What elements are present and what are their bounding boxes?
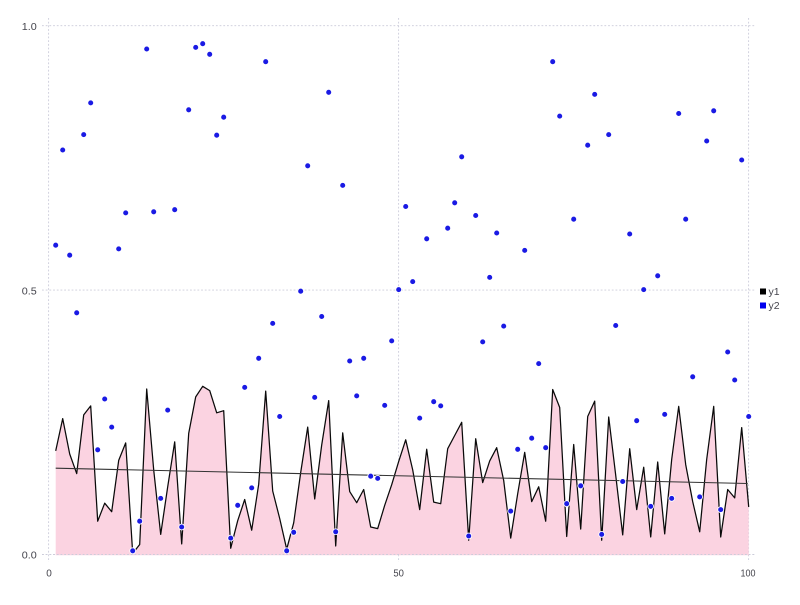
svg-text:0.5: 0.5 — [22, 286, 37, 297]
svg-text:0.0: 0.0 — [22, 551, 37, 562]
svg-text:1.0: 1.0 — [22, 22, 37, 33]
svg-text:y1: y1 — [769, 286, 780, 298]
svg-text:0: 0 — [46, 569, 52, 580]
svg-text:y2: y2 — [769, 300, 780, 312]
svg-text:100: 100 — [741, 569, 756, 580]
svg-text:50: 50 — [393, 569, 404, 580]
